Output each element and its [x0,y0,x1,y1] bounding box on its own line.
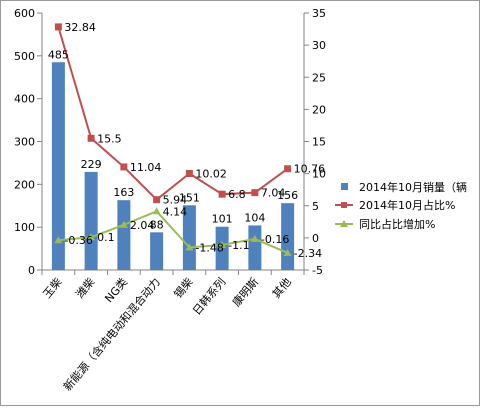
y-left-tick-label: 0 [28,264,35,277]
bar [51,62,65,271]
category-label: NG类 [102,275,131,305]
bar-value-label: 229 [81,158,102,171]
share-marker [54,23,62,31]
bar-value-label: 101 [212,213,233,226]
category-label: 康明斯 [229,275,261,309]
y-left-tick-label: 500 [14,50,35,63]
legend-label: 同比占比增加% [359,217,435,231]
share-marker [185,169,193,177]
y-right-tick-label: 5 [312,200,319,213]
y-right-tick-label: 10 [312,168,326,181]
share-value-label: 11.04 [130,161,162,174]
y-right-tick-label: 30 [312,39,326,52]
yoy-marker [119,220,128,228]
y-right-tick-label: 25 [312,71,326,84]
legend-label: 2014年10月占比% [359,198,455,212]
category-label: 日韩系列 [189,275,228,318]
yoy-value-label: -2.34 [294,247,322,260]
y-left-tick-label: 300 [14,136,35,149]
share-value-label: 5.94 [163,194,188,207]
category-label: 锡柴 [171,275,196,301]
share-value-label: 32.84 [64,21,96,34]
bar-value-label: 151 [179,191,200,204]
yoy-marker [218,240,227,248]
yoy-value-label: -1.48 [195,241,223,254]
bar [117,200,131,270]
data-labels: 485 229 163 88 151 101 104 156 32.84 15.5 11.04 5.9… [48,21,325,260]
y-left-tick-label: 400 [14,93,35,106]
share-marker [87,134,95,142]
category-label: 潍柴 [73,275,98,301]
share-value-label: 6.8 [228,188,246,201]
yoy-value-label: -0.36 [64,234,92,247]
share-value-label: 7.04 [261,187,286,200]
y-right-tick-label: 15 [312,136,326,149]
yoy-value-label: 2.04 [130,219,155,232]
y-right-tick-label: 35 [312,7,326,20]
yoy-value-label: -1.1 [228,239,249,252]
share-marker [218,190,226,198]
category-label: 玉柴 [40,275,65,301]
yoy-line [58,210,289,254]
yoy-marker [283,248,292,256]
bar [182,205,196,270]
yoy-marker [87,233,96,241]
bar [248,225,262,270]
share-line [57,26,289,202]
bar-value-label: 104 [244,211,265,224]
share-marker [251,189,259,197]
y-left-tick-label: 600 [14,7,35,20]
bar-value-label: 163 [113,186,134,199]
yoy-value-label: 0.1 [97,231,115,244]
legend-swatch-bar [341,183,348,190]
y-right-tick-label: 0 [312,232,319,245]
y-left-tick-label: 200 [14,178,35,191]
legend-marker [340,220,348,227]
legend-marker [341,202,347,208]
bar-value-label: 156 [277,189,298,202]
yoy-marker [152,207,161,215]
yoy-value-label: 4.14 [163,205,188,218]
line-series [54,23,292,256]
yoy-value-label: -0.16 [261,233,289,246]
share-value-label: 15.5 [97,132,122,145]
share-marker [284,165,292,173]
share-marker [153,196,161,204]
bar [150,232,164,270]
y-right-tick-label: 20 [312,103,326,116]
bar-value-label: 485 [48,48,69,61]
share-value-label: 10.02 [195,167,227,180]
bar [84,171,98,270]
yoy-marker [185,243,194,251]
bar [215,226,229,270]
y-right-tick-label: -5 [312,264,323,277]
legend: 2014年10月销量（辆 2014年10月占比% 同比占比增加% [335,180,467,231]
share-marker [120,163,128,171]
y-left-tick-label: 100 [14,221,35,234]
bar-series [51,62,295,271]
bar-value-label: 88 [150,218,164,231]
yoy-marker [54,236,63,244]
bar [281,203,295,270]
yoy-marker [250,234,259,242]
legend-label: 2014年10月销量（辆 [359,180,467,194]
share-value-label: 10.76 [294,163,326,176]
category-label: 其他 [270,276,294,301]
